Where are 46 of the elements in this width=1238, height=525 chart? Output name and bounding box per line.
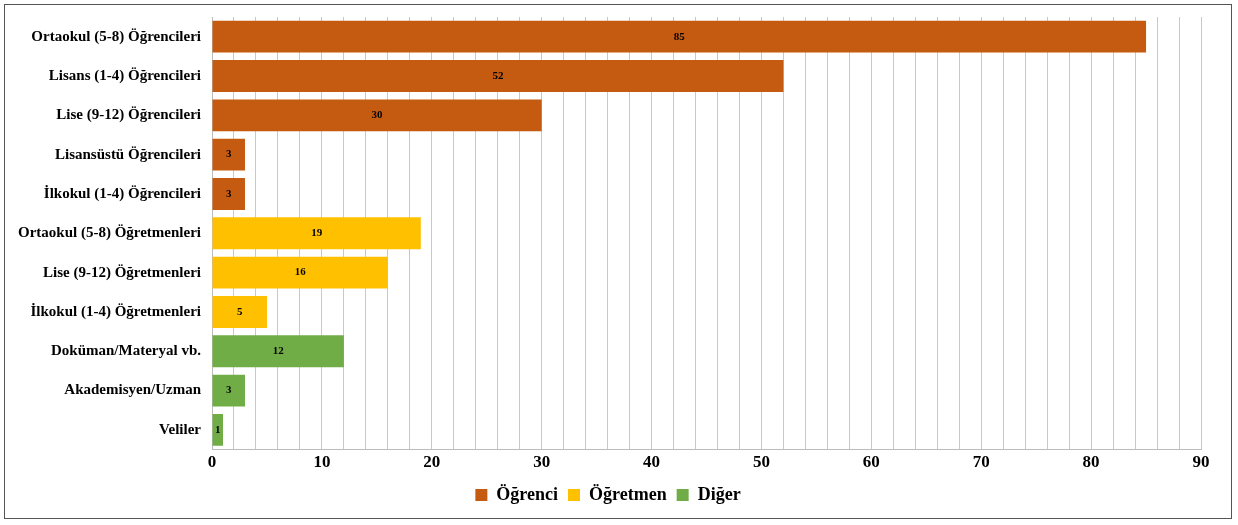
data-label: 5 — [236, 304, 243, 317]
x-tick-label: 0 — [207, 452, 217, 472]
data-label: 30 — [371, 108, 384, 121]
y-tick-label: Ortaokul (5-8) Öğretmenleri — [17, 224, 202, 242]
y-tick-label: Veliler — [159, 420, 202, 437]
bar — [212, 60, 784, 92]
x-tick-label: 40 — [643, 452, 661, 472]
legend-label: Öğretmen — [589, 483, 667, 504]
x-tick-label: 80 — [1082, 452, 1100, 472]
data-label: 3 — [225, 186, 232, 199]
data-label: 3 — [225, 147, 232, 160]
data-label: 1 — [215, 422, 221, 435]
x-tick-label: 70 — [972, 452, 990, 472]
legend-label: Diğer — [697, 483, 741, 504]
y-tick-label: İlkokul (1-4) Öğrencileri — [43, 184, 202, 202]
bar — [212, 217, 421, 250]
bar — [212, 99, 542, 132]
data-label: 19 — [311, 226, 323, 239]
bar — [212, 414, 223, 446]
x-tick-label: 90 — [1192, 452, 1210, 472]
bar — [212, 178, 245, 210]
data-label: 52 — [492, 68, 504, 81]
data-label: 16 — [294, 265, 307, 278]
legend-label: Öğrenci — [496, 483, 559, 504]
y-tick-label: Doküman/Materyal vb. — [51, 342, 202, 359]
bar — [212, 138, 245, 171]
bar — [212, 335, 344, 368]
bar — [212, 256, 388, 289]
y-tick-label: Lise (9-12) Öğrencileri — [56, 106, 202, 124]
bar — [212, 296, 267, 328]
y-tick-label: Lisansüstü Öğrencileri — [55, 145, 202, 162]
y-tick-label: Akademisyen/Uzman — [64, 381, 202, 398]
x-tick-label: 20 — [423, 452, 441, 472]
x-tick-label: 10 — [313, 452, 331, 472]
y-tick-label: Lisans (1-4) Öğrencileri — [48, 66, 202, 84]
bar — [212, 374, 245, 407]
x-tick-label: 60 — [862, 452, 880, 472]
data-label: 85 — [673, 29, 686, 42]
y-tick-label: Ortaokul (5-8) Öğrencileri — [31, 27, 202, 45]
y-tick-label: İlkokul (1-4) Öğretmenleri — [30, 302, 202, 320]
data-label: 3 — [225, 383, 232, 396]
bar — [212, 20, 1147, 53]
x-tick-label: 30 — [533, 452, 551, 472]
data-label: 12 — [272, 344, 285, 357]
x-tick-label: 50 — [752, 452, 770, 472]
y-tick-label: Lise (9-12) Öğretmenleri — [42, 263, 202, 281]
